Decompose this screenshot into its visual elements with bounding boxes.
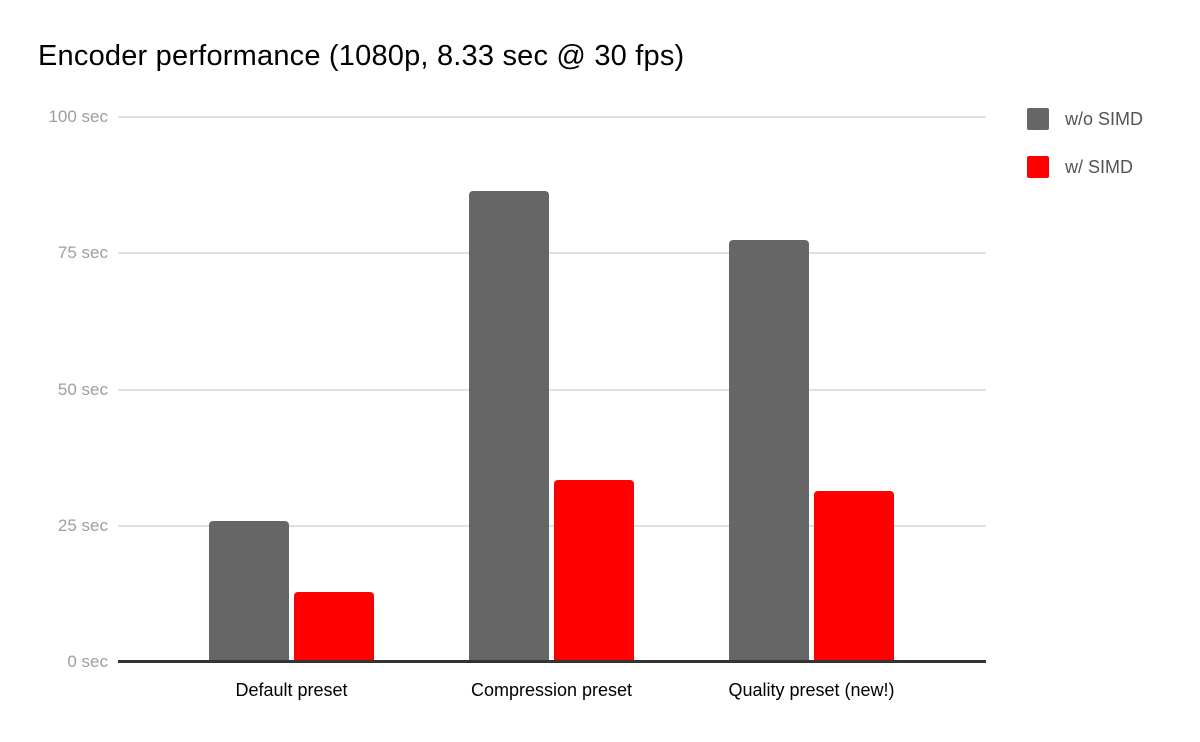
- chart-title: Encoder performance (1080p, 8.33 sec @ 3…: [38, 40, 685, 72]
- legend: w/o SIMD w/ SIMD: [1027, 108, 1143, 204]
- y-axis-label-100: 100 sec: [48, 107, 108, 126]
- bar-w-o-simd-compression-preset: [469, 191, 549, 660]
- x-axis-label-quality-preset-new: Quality preset (new!): [728, 680, 895, 700]
- gridline-100: [118, 116, 986, 118]
- bar-w-simd-quality-preset-new: [814, 491, 894, 660]
- legend-label-w-o-simd: w/o SIMD: [1065, 109, 1144, 129]
- y-axis-label-50: 50 sec: [57, 379, 108, 399]
- x-axis-label-compression-preset: Compression preset: [470, 680, 633, 700]
- legend-item-w-o-simd: w/o SIMD: [1027, 108, 1143, 130]
- y-axis-label-75: 75 sec: [57, 243, 108, 263]
- x-axis-line: [118, 660, 986, 663]
- plot-area: [118, 116, 986, 663]
- legend-label-w-simd: w/ SIMD: [1065, 157, 1134, 177]
- x-axis-label-default-preset: Default preset: [235, 680, 348, 700]
- y-axis-label-25: 25 sec: [57, 515, 108, 535]
- gridline-50: [118, 388, 986, 391]
- gridline-25: [118, 524, 986, 527]
- bar-w-o-simd-quality-preset-new: [729, 240, 809, 660]
- bar-w-o-simd-default-preset: [209, 521, 289, 660]
- bar-w-simd-default-preset: [294, 591, 374, 660]
- bar-w-simd-compression-preset: [554, 480, 634, 660]
- gridline-75: [118, 252, 986, 255]
- legend-item-w-simd: w/ SIMD: [1027, 156, 1143, 178]
- y-axis-label-0: 0 sec: [67, 652, 108, 671]
- legend-swatch-w-simd: [1027, 156, 1049, 178]
- legend-swatch-w-o-simd: [1027, 108, 1049, 130]
